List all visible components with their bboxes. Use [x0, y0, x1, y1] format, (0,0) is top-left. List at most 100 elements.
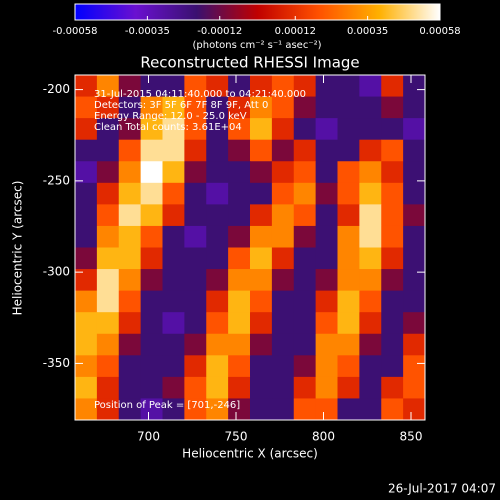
heatmap-cell: [315, 96, 338, 119]
heatmap-cell: [271, 376, 295, 399]
heatmap-cell: [184, 225, 207, 248]
heatmap-cell: [75, 398, 98, 421]
heatmap-cell: [140, 139, 163, 162]
heatmap-cell: [315, 139, 338, 162]
heatmap-cell: [75, 161, 98, 184]
heatmap-cell: [359, 247, 382, 270]
heatmap-cell: [162, 139, 185, 162]
heatmap-cell: [315, 247, 338, 270]
heatmap-cell: [228, 204, 251, 227]
heatmap-cell: [206, 96, 229, 119]
heatmap-cell: [359, 182, 382, 205]
heatmap-cell: [381, 118, 404, 141]
heatmap-cell: [337, 376, 360, 399]
heatmap-cell: [315, 182, 338, 205]
heatmap-cell: [96, 182, 120, 205]
heatmap-cell: [403, 96, 426, 119]
heatmap-cell: [96, 75, 120, 98]
heatmap-cell: [359, 290, 382, 313]
heatmap-cell: [337, 290, 360, 313]
heatmap-cell: [293, 118, 317, 141]
heatmap-cell: [96, 139, 120, 162]
timestamp: 26-Jul-2017 04:07: [388, 482, 496, 496]
heatmap-cell: [184, 161, 207, 184]
heatmap-cell: [293, 376, 317, 399]
heatmap-cell: [403, 161, 426, 184]
heatmap-cell: [315, 75, 338, 98]
heatmap-cell: [75, 96, 98, 119]
heatmap-cell: [228, 139, 251, 162]
heatmap-cell: [271, 269, 295, 292]
heatmap-cell: [228, 290, 251, 313]
colorbar-label: (photons cm⁻² s⁻¹ asec⁻²): [192, 40, 321, 51]
heatmap-cell: [359, 225, 382, 248]
colorbar-frame: [74, 3, 441, 21]
heatmap-cell: [315, 204, 338, 227]
heatmap-cell: [381, 355, 404, 378]
heatmap-cell: [162, 161, 185, 184]
heatmap-cell: [403, 247, 426, 270]
heatmap-cell: [337, 333, 360, 356]
heatmap-cell: [250, 312, 273, 335]
heatmap-cell: [271, 398, 295, 421]
heatmap-cell: [315, 118, 338, 141]
heatmap-cell: [96, 225, 120, 248]
heatmap-cell: [96, 247, 120, 270]
annotation: Detectors: 3F 5F 6F 7F 8F 9F, Att 0: [94, 100, 268, 111]
heatmap-cell: [184, 96, 207, 119]
heatmap-cell: [271, 139, 295, 162]
heatmap-cell: [184, 182, 207, 205]
heatmap-cell: [75, 204, 98, 227]
heatmap-cell: [381, 290, 404, 313]
heatmap-cell: [337, 96, 360, 119]
heatmap-cell: [206, 376, 229, 399]
heatmap-cell: [96, 312, 120, 335]
heatmap-cell: [162, 398, 185, 421]
heatmap-cell: [206, 75, 229, 98]
heatmap-cell: [162, 247, 185, 270]
heatmap-cell: [206, 333, 229, 356]
heatmap-cell: [403, 398, 426, 421]
heatmap-cell: [337, 312, 360, 335]
heatmap-cell: [206, 398, 229, 421]
heatmap-cell: [293, 247, 317, 270]
heatmap-cell: [184, 75, 207, 98]
heatmap-cell: [118, 355, 142, 378]
heatmap-cell: [162, 225, 185, 248]
heatmap-cell: [250, 290, 273, 313]
heatmap-cell: [75, 139, 98, 162]
heatmap-cell: [96, 96, 120, 119]
heatmap-cell: [271, 75, 295, 98]
heatmap-cell: [184, 398, 207, 421]
heatmap-cell: [293, 225, 317, 248]
heatmap-cell: [403, 333, 426, 356]
heatmap-cell: [271, 225, 295, 248]
heatmap-cell: [337, 118, 360, 141]
heatmap-cell: [228, 118, 251, 141]
heatmap-cell: [184, 204, 207, 227]
heatmap-cell: [250, 204, 273, 227]
heatmap-cell: [337, 355, 360, 378]
heatmap-cell: [118, 118, 142, 141]
heatmap-cell: [140, 182, 163, 205]
heatmap-cell: [381, 312, 404, 335]
heatmap-cell: [140, 398, 163, 421]
heatmap-cell: [140, 247, 163, 270]
heatmap-cell: [228, 269, 251, 292]
heatmap-cell: [315, 269, 338, 292]
annotation: Clean Total counts: 3.61E+04: [94, 122, 242, 133]
heatmap-cell: [96, 118, 120, 141]
heatmap-cell: [403, 312, 426, 335]
heatmap-cell: [140, 290, 163, 313]
heatmap-cell: [96, 333, 120, 356]
heatmap-cell: [315, 312, 338, 335]
heatmap-cell: [271, 333, 295, 356]
heatmap-cell: [75, 225, 98, 248]
heatmap-cell: [75, 269, 98, 292]
heatmap-cell: [118, 376, 142, 399]
heatmap-cell: [359, 204, 382, 227]
heatmap-cell: [228, 376, 251, 399]
heatmap-cell: [184, 290, 207, 313]
heatmap-cell: [359, 376, 382, 399]
